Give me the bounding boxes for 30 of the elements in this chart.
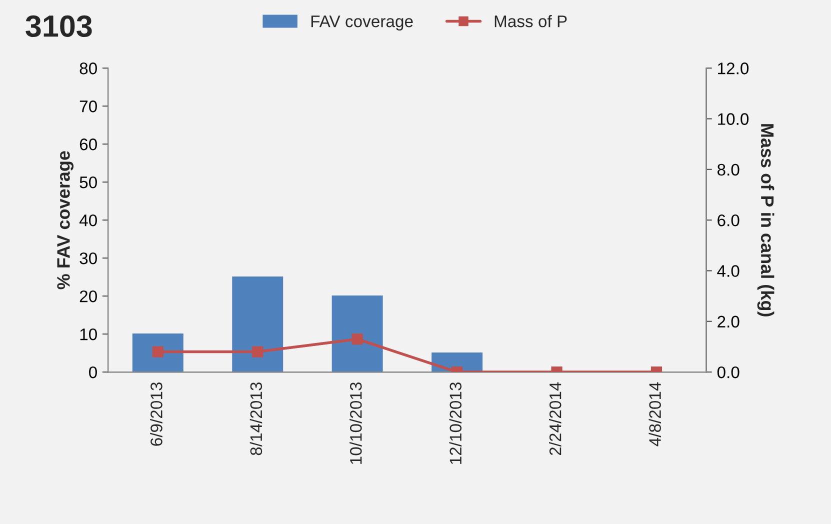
y-tick-label: 70 [80,100,97,112]
y-tick-label: 60 [80,138,97,150]
x-tick-label: 6/9/2013 [150,382,162,446]
legend-label: FAV coverage [311,16,413,31]
bar [132,333,184,372]
y-tick-label: 20 [80,290,97,302]
legend-label: Mass of P [494,15,567,28]
x-tick-label: 12/10/2013 [449,382,462,464]
y-tick-label: 30 [80,252,97,264]
bar [332,296,383,372]
y-tick-label: 10 [80,328,97,340]
y-tick-label: 0 [88,366,97,378]
chart-title: 3103 [26,15,92,38]
y2-tick-label: 4.0 [717,265,740,277]
y2-tick-label: 10.0 [718,113,749,125]
y2-tick-label: 6.0 [718,214,740,226]
y2-tick-label: 0.0 [717,366,740,378]
x-tick-label: 2/24/2014 [549,382,562,456]
x-tick-label: 8/14/2013 [250,382,262,456]
bar [232,276,284,372]
x-tick-label: 4/8/2014 [648,382,661,446]
y2-axis-title: Mass of P in canal (kg) [757,124,774,316]
y2-tick-label: 8.0 [717,164,740,176]
y-tick-label: 50 [80,176,97,188]
x-tick-label: 10/10/2013 [350,382,362,464]
y2-tick-label: 12.0 [718,62,749,74]
y-tick-label: 80 [80,62,97,74]
y2-tick-label: 2.0 [718,316,740,328]
y-axis-title: % FAV coverage [57,151,74,290]
y-tick-label: 40 [79,214,97,226]
